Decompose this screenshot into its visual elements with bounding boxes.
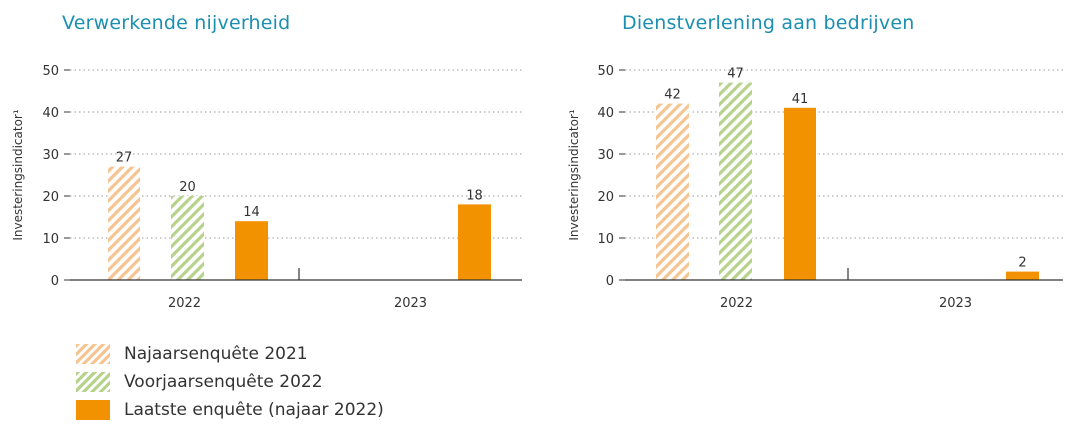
- y-tick-label: 30: [597, 148, 614, 163]
- data-label: 18: [466, 188, 483, 203]
- bar-2022-series-3: [784, 107, 816, 280]
- data-label: 42: [664, 88, 681, 103]
- legend-label: Voorjaarsenquête 2022: [124, 372, 323, 392]
- data-label: 14: [243, 205, 260, 220]
- y-tick-label: 10: [597, 232, 614, 247]
- y-tick-label: 0: [606, 274, 614, 289]
- data-label: 47: [727, 67, 744, 82]
- y-tick-label: 0: [51, 274, 59, 289]
- bar-2022-series-3: [235, 221, 268, 280]
- bar-2023-series-3: [1006, 271, 1039, 280]
- y-tick-label: 20: [597, 190, 614, 205]
- legend-swatch-hatched-orange: [76, 344, 110, 364]
- bar-2023-series-3: [458, 204, 491, 280]
- data-label: 27: [116, 151, 133, 166]
- x-tick-label: 2023: [394, 296, 427, 311]
- legend-label: Najaarsenquête 2021: [124, 344, 308, 364]
- y-axis-label: Investeringsindicator¹: [567, 109, 581, 241]
- x-tick-label: 2022: [168, 296, 201, 311]
- y-tick-label: 30: [42, 148, 59, 163]
- legend-swatch-solid-orange: [76, 400, 110, 420]
- legend-item-laatste-enquete: Laatste enquête (najaar 2022): [76, 398, 384, 422]
- bar-2022-series-2: [719, 82, 752, 280]
- x-tick-label: 2023: [939, 296, 972, 311]
- bar-2022-series-1: [656, 103, 689, 280]
- chart-right: 0 10 20 30 40 50 Investeringsindicator¹ 42 47 41 2…: [567, 64, 1063, 311]
- bar-2022-series-2: [171, 196, 204, 280]
- y-tick-label: 20: [42, 190, 59, 205]
- y-tick-label: 40: [42, 106, 59, 121]
- legend-swatch-hatched-green: [76, 372, 110, 392]
- y-tick-label: 50: [597, 64, 614, 79]
- bar-2022-series-1: [108, 166, 140, 280]
- data-label: 41: [792, 92, 809, 107]
- chart-title-left: Verwerkende nijverheid: [62, 12, 291, 34]
- chart-title-right: Dienstverlening aan bedrijven: [622, 12, 915, 34]
- data-label: 2: [1018, 256, 1026, 271]
- x-tick-label: 2022: [720, 296, 753, 311]
- chart-left: 0 10 20 30 40 50 Investeringsindicator¹ 27 20 14 1…: [11, 64, 522, 311]
- legend-item-voorjaar-2022: Voorjaarsenquête 2022: [76, 370, 384, 394]
- data-label: 20: [179, 180, 196, 195]
- legend-item-najaar-2021: Najaarsenquête 2021: [76, 342, 384, 366]
- legend-label: Laatste enquête (najaar 2022): [124, 400, 384, 420]
- y-tick-label: 50: [42, 64, 59, 79]
- legend: Najaarsenquête 2021 Voorjaarsenquête 202…: [76, 342, 384, 426]
- y-axis-label: Investeringsindicator¹: [11, 109, 25, 241]
- y-tick-label: 10: [42, 232, 59, 247]
- y-tick-label: 40: [597, 106, 614, 121]
